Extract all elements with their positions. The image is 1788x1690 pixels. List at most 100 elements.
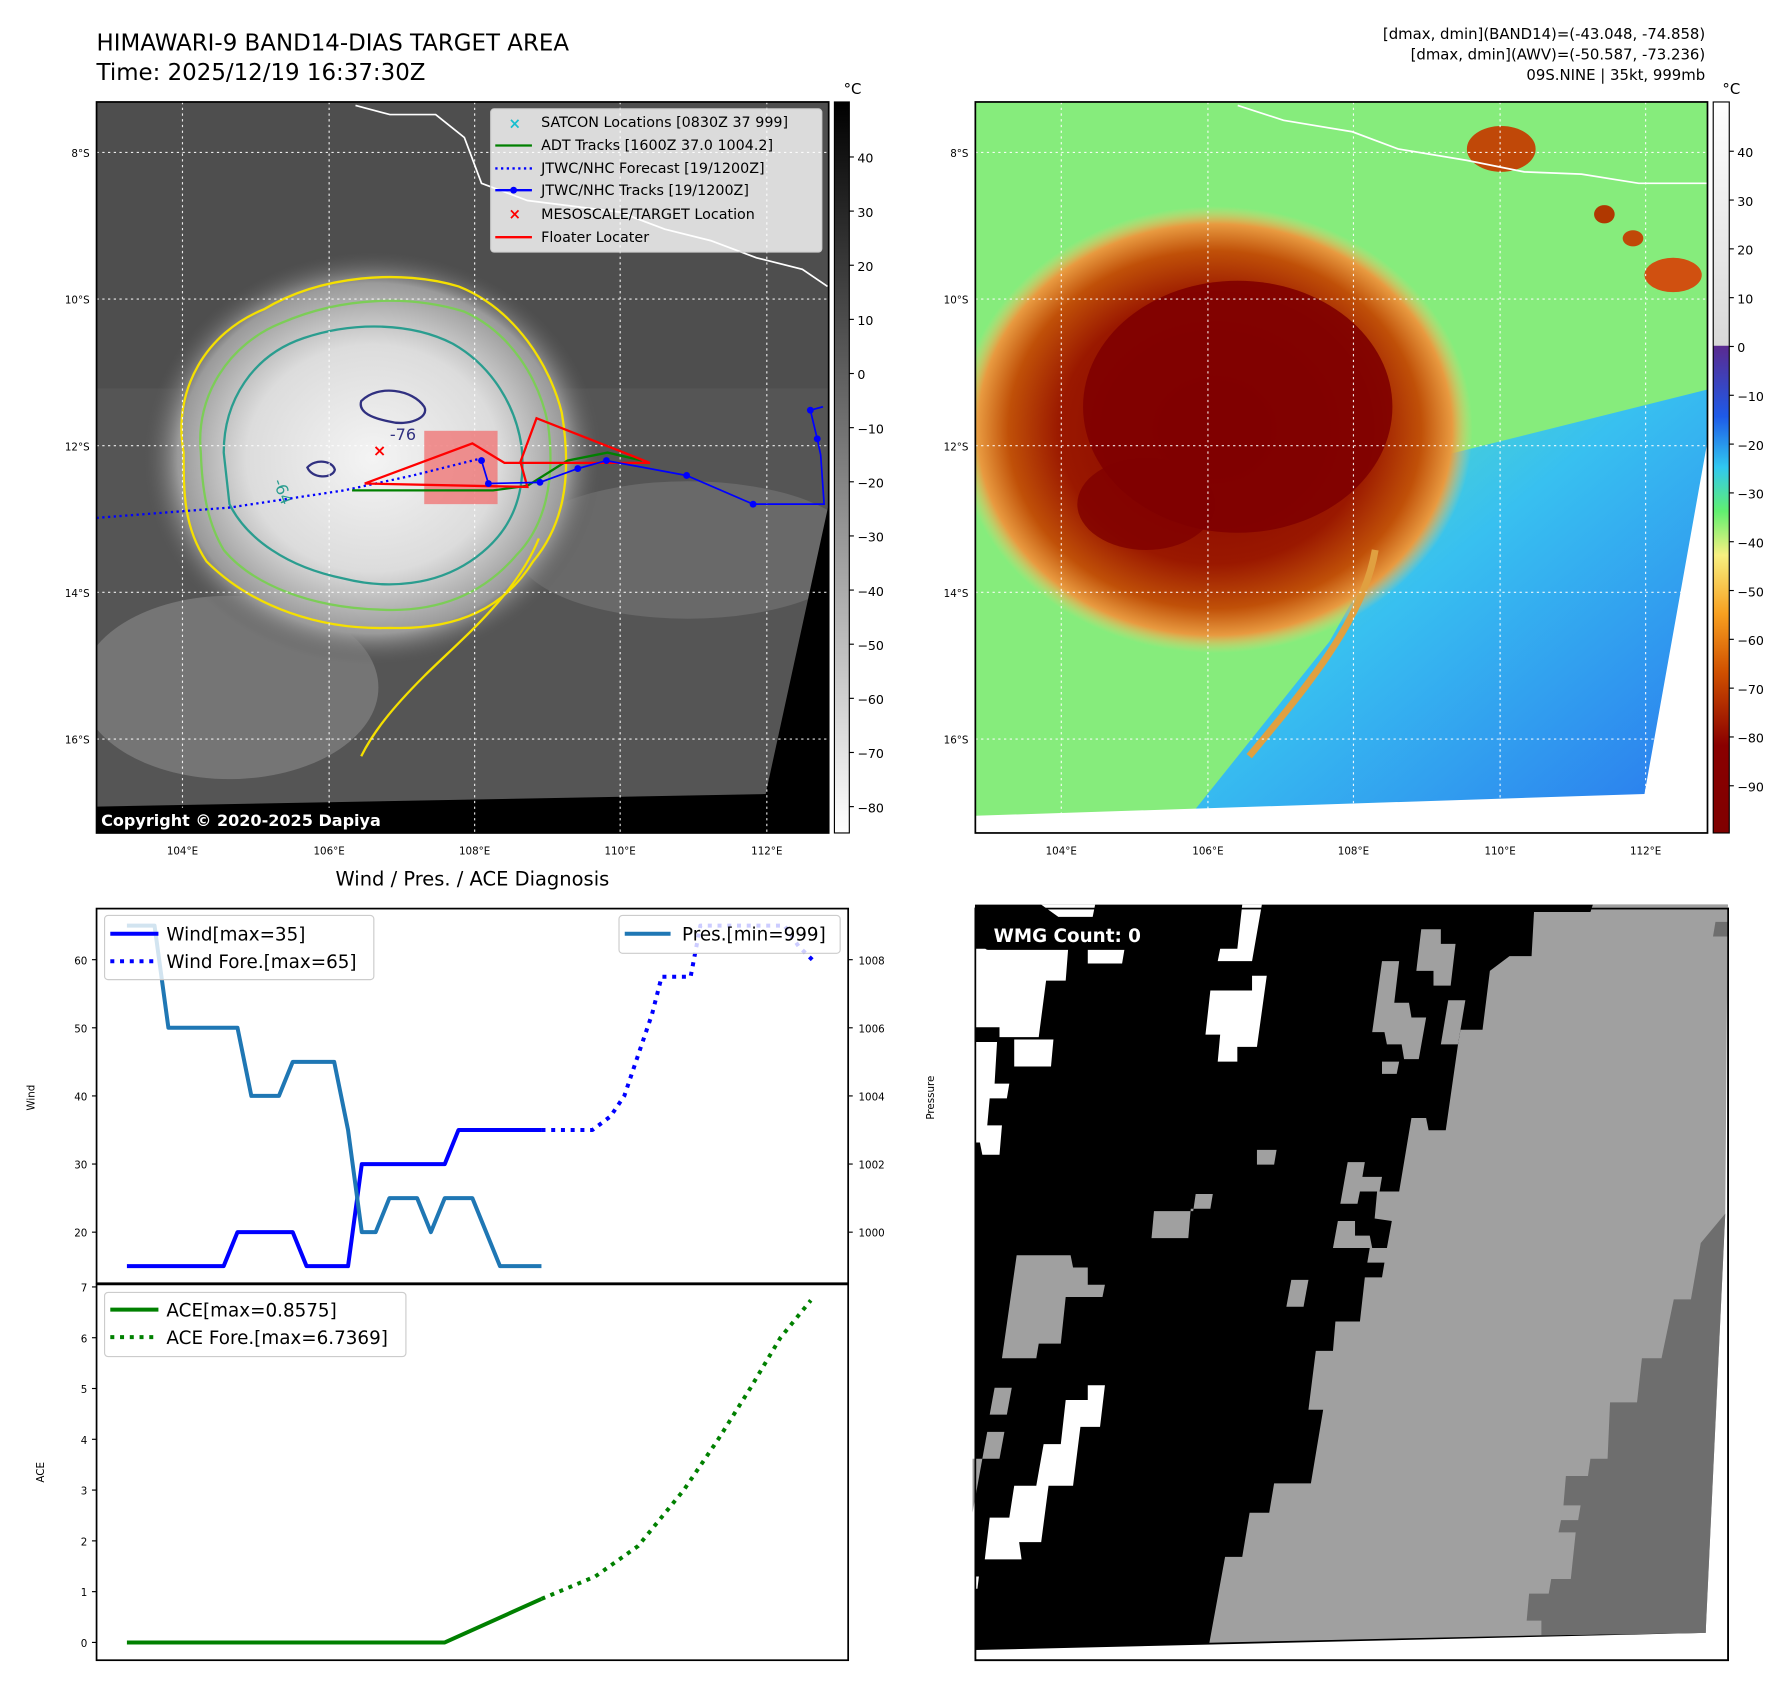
wind-legend: Wind[max=35] Wind Fore.[max=65] [103,914,375,981]
legend-label: ACE Fore.[max=6.7369] [166,1328,387,1349]
lon-label: 104°E [1046,846,1077,858]
lat-label: 10°S [944,295,969,307]
pressure-tick-label: 1002 [858,1160,884,1172]
lon-label: 110°E [605,846,636,858]
lon-label: 110°E [1484,846,1515,858]
jtwc-track [480,405,826,505]
colorbar-tick-label: −10 [857,421,884,436]
wind-tick-label: 40 [74,1092,87,1104]
awv-stats: [dmax, dmin](AWV)=(-50.587, -73.236) [1411,46,1706,64]
colorbar-tick-label: 20 [1737,243,1753,258]
colorbar-tick-label: −20 [857,476,884,491]
lon-label: 108°E [459,846,490,858]
lat-label: 8°S [950,148,968,160]
lon-label: 112°E [751,846,782,858]
ace-tick-label: 4 [81,1435,88,1447]
colorbar-unit: °C [844,80,862,98]
colorbar-tick-label: 10 [1737,291,1753,306]
wind-tick-label: 30 [74,1160,87,1172]
lat-label: 14°S [944,588,969,600]
storm-info: 09S.NINE | 35kt, 999mb [1526,66,1705,84]
pressure-tick-label: 1004 [858,1092,884,1104]
colorbar-tick-label: −80 [857,800,884,815]
lon-label: 112°E [1630,846,1661,858]
figure-title: HIMAWARI-9 BAND14-DIAS TARGET AREA [97,30,570,56]
floater-box [424,430,498,505]
colorbar-tick-label: −10 [1737,389,1764,404]
legend-label: JTWC/NHC Forecast [19/1200Z] [540,161,765,177]
ace-tick-label: 7 [81,1283,88,1295]
colorbar-grayscale [833,101,850,834]
lat-label: 12°S [944,441,969,453]
lat-label: 14°S [65,588,90,600]
figure-time: Time: 2025/12/19 16:37:30Z [96,60,426,86]
target-marker-icon: × [509,205,521,223]
ace-tick-label: 1 [81,1587,88,1599]
contour-label: -76 [390,425,416,444]
contour-yellow [180,275,568,630]
colorbar-color [1712,101,1730,834]
wind-tick-label: 20 [74,1228,87,1240]
adt-track [352,451,643,492]
wind-pressure-chart: 60 50 40 30 20 1008 1006 1004 1002 1000 Wind Pres… [26,907,937,1285]
wind-tick-label: 50 [74,1023,87,1035]
colorbar-tick-label: −20 [1737,438,1764,453]
colorbar-tick-label: −40 [1737,535,1764,550]
diagnosis-title: Wind / Pres. / ACE Diagnosis [335,868,609,891]
legend-label: SATCON Locations [0830Z 37 999] [541,115,788,131]
legend-label: Floater Locater [541,230,649,246]
lon-label: 104°E [167,846,198,858]
colorbar-tick-label: −50 [1737,584,1764,599]
colorbar-tick-label: −30 [857,530,884,545]
pres-series-line [126,923,542,1269]
colorbar-tick-label: 0 [857,367,865,382]
ace-chart: 7 6 5 4 3 2 1 0 ACE ACE[max=0.8575] ACE Fore.[m… [35,1283,850,1662]
colorbar-tick-label: 30 [1737,194,1753,209]
lon-label: 108°E [1338,846,1369,858]
colorbar-tick-label: 30 [857,205,873,220]
colorbar-tick-label: −80 [1737,731,1764,746]
lat-label: 10°S [65,295,90,307]
lat-label: 16°S [944,735,969,747]
pressure-axis-label: Pressure [925,1076,937,1120]
copyright-text: Copyright © 2020-2025 Dapiya [101,811,381,830]
contour-navy-2 [306,460,337,478]
wmg-count-badge [984,917,1168,950]
legend-label: Wind[max=35] [166,925,305,946]
colorbar-tick-label: 40 [1737,145,1753,160]
pressure-tick-label: 1008 [858,955,884,967]
ace-tick-label: 6 [81,1333,88,1345]
wind-axis-label: Wind [26,1085,38,1111]
ir-color-enhanced-map: °C 403020100−10−20−30−40−50−60−70−80−90 … [944,80,1764,858]
pressure-legend: Pres.[min=999] [618,914,841,954]
legend-label: MESOSCALE/TARGET Location [541,207,755,223]
contour-teal [222,325,524,586]
wind-series-line [126,1127,542,1269]
colorbar-tick-label: −60 [1737,633,1764,648]
wmg-panel: WMG Count: 0 [972,904,1729,1662]
colorbar-tick-label: −30 [1737,487,1764,502]
band14-stats: [dmax, dmin](BAND14)=(-43.048, -74.858) [1383,25,1705,43]
map-legend: × × SATCON Locations [0830Z 37 999] ADT … [490,108,823,253]
legend-label: ACE[max=0.8575] [166,1300,336,1321]
lon-label: 106°E [1192,846,1223,858]
wind-tick-label: 60 [74,955,87,967]
colorbar-tick-label: 40 [857,151,873,166]
target-location-marker: × [373,441,386,460]
lat-label: 16°S [65,735,90,747]
colorbar-tick-label: 20 [857,259,873,274]
colorbar-tick-label: 0 [1737,340,1745,355]
legend-label: Pres.[min=999] [682,925,826,946]
pressure-tick-label: 1006 [858,1023,884,1035]
legend-label: JTWC/NHC Tracks [19/1200Z] [540,183,749,199]
ace-tick-label: 5 [81,1384,88,1396]
lat-label: 12°S [65,441,90,453]
legend-label: ADT Tracks [1600Z 37.0 1004.2] [541,138,773,154]
contour-navy [359,389,427,425]
wmg-count-label: WMG Count: 0 [994,926,1141,947]
ace-series-line [126,1597,543,1645]
lon-label: 106°E [313,846,344,858]
ace-axis-label: ACE [35,1462,47,1483]
ir-grayscale-map: -76 -64 × Copyright © 2020-2025 Dapiya [65,80,884,858]
